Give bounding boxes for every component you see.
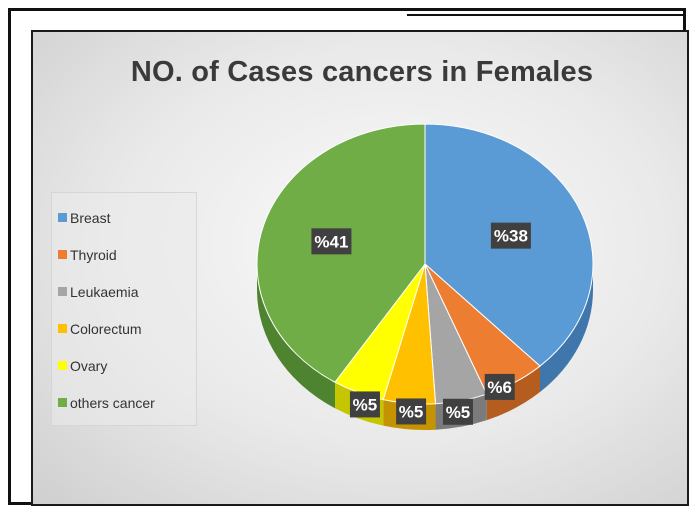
legend-item-1: Thyroid [58, 236, 190, 273]
legend-item-2: Leukaemia [58, 273, 190, 310]
legend-swatch-4 [58, 361, 67, 370]
data-label-bg-2 [442, 398, 473, 425]
data-label-bg-0 [490, 222, 531, 249]
legend-item-0: Breast [58, 199, 190, 236]
legend-swatch-0 [58, 213, 67, 222]
pie-side-0 [540, 264, 593, 393]
legend-label-3: Colorectum [70, 320, 142, 337]
data-label-bg-5 [311, 228, 352, 255]
data-label-text-3: %5 [399, 402, 424, 421]
legend-item-5: others cancer [58, 384, 190, 421]
data-label-1: %6 [484, 373, 515, 400]
pie-chart: %38 %6 %5 %5 %5 %41 [256, 123, 594, 431]
legend-swatch-1 [58, 250, 67, 259]
data-label-3: %5 [396, 398, 427, 425]
top-rule [407, 14, 683, 16]
data-label-bg-3 [396, 398, 427, 425]
data-label-text-2: %5 [446, 403, 471, 422]
data-label-bg-1 [484, 373, 515, 400]
legend-label-2: Leukaemia [70, 283, 139, 300]
data-label-0: %38 [490, 222, 531, 249]
data-label-text-4: %5 [353, 395, 378, 414]
data-label-text-1: %6 [487, 378, 512, 397]
chart-legend: Breast Thyroid Leukaemia Colorectum Ovary oth… [51, 192, 197, 426]
data-label-4: %5 [349, 391, 380, 418]
pie-side-5 [257, 264, 335, 409]
data-label-bg-4 [349, 391, 380, 418]
legend-item-3: Colorectum [58, 310, 190, 347]
chart-area: NO. of Cases cancers in Females %38 %6 %5%… [31, 30, 689, 506]
chart-outer-frame: NO. of Cases cancers in Females %38 %6 %5%… [8, 8, 689, 506]
legend-swatch-3 [58, 324, 67, 333]
legend-label-0: Breast [70, 209, 111, 226]
legend-swatch-5 [58, 398, 67, 407]
legend-label-5: others cancer [70, 394, 155, 411]
chart-title: NO. of Cases cancers in Females [130, 56, 594, 88]
data-label-5: %41 [311, 228, 352, 255]
data-label-2: %5 [442, 398, 473, 425]
data-label-text-5: %41 [314, 232, 348, 251]
legend-swatch-2 [58, 287, 67, 296]
legend-item-4: Ovary [58, 347, 190, 384]
legend-label-1: Thyroid [70, 246, 117, 263]
legend-label-4: Ovary [70, 357, 108, 374]
data-label-text-0: %38 [494, 227, 528, 246]
